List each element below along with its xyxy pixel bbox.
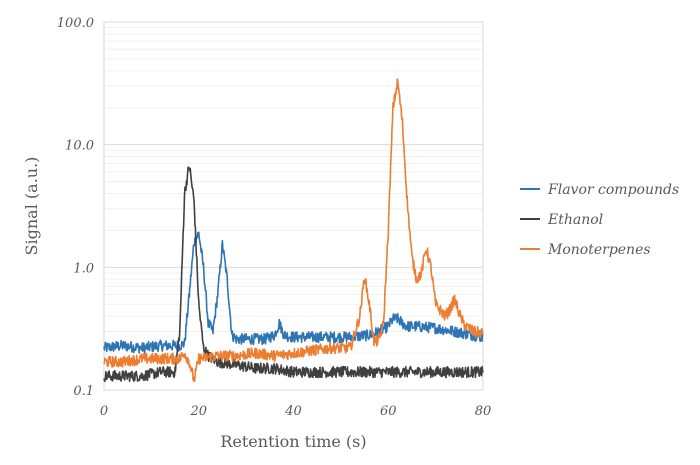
series-line-flavor-compounds — [103, 231, 484, 354]
legend-label-ethanol: Ethanol — [547, 212, 603, 228]
series-line-monoterpenes — [103, 78, 484, 383]
legend: Flavor compounds Ethanol Monoterpenes — [520, 182, 679, 258]
y-tick-label: 100.0 — [57, 16, 94, 31]
x-tick-label: 60 — [380, 404, 397, 419]
x-tick-label: 40 — [284, 404, 302, 419]
x-axis-title: Retention time (s) — [220, 432, 366, 451]
legend-label-flavor-compounds: Flavor compounds — [547, 182, 679, 198]
y-tick-label: 0.1 — [73, 384, 94, 399]
series-line-ethanol — [103, 166, 484, 383]
plot-area — [103, 21, 484, 391]
legend-label-monoterpenes: Monoterpenes — [547, 242, 651, 258]
y-axis-title: Signal (a.u.) — [22, 157, 41, 256]
series-layer — [103, 78, 484, 383]
y-tick-label: 10.0 — [65, 139, 94, 154]
tick-labels: 0.1 1.0 10.0 100.0 0 20 40 60 80 — [57, 16, 491, 419]
x-tick-label: 0 — [100, 404, 108, 419]
y-tick-label: 1.0 — [73, 261, 94, 276]
grid — [104, 27, 483, 391]
x-tick-label: 20 — [189, 404, 207, 419]
x-tick-label: 80 — [475, 404, 492, 419]
